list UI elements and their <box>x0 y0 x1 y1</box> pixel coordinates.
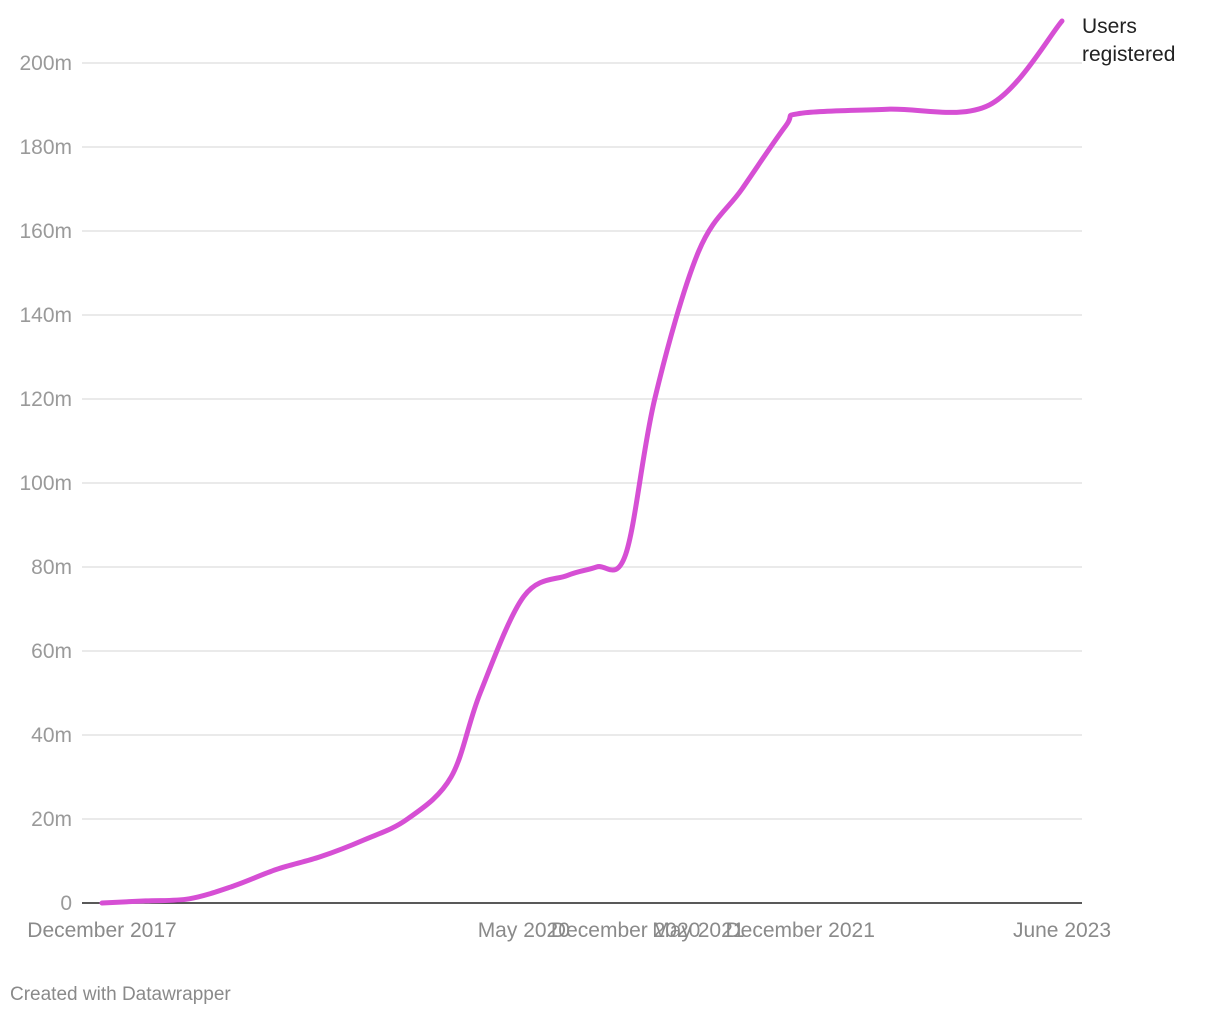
y-tick-label: 60m <box>31 640 72 663</box>
y-tick-label: 140m <box>19 304 72 327</box>
series-label-line: Users <box>1082 15 1137 38</box>
y-tick-label: 0 <box>60 892 72 915</box>
x-tick-label: December 2020 <box>551 919 700 942</box>
y-tick-label: 20m <box>31 808 72 831</box>
series-line-users-registered <box>99 18 1065 906</box>
y-tick-label: 100m <box>19 472 72 495</box>
y-tick-label: 120m <box>19 388 72 411</box>
y-tick-label: 180m <box>19 136 72 159</box>
x-tick-label: May 2021 <box>652 919 744 942</box>
y-tick-label: 200m <box>19 52 72 75</box>
series-group <box>99 18 1065 906</box>
x-tick-label: June 2023 <box>1013 919 1111 942</box>
line-chart: 0 20m 40m 60m 80m 100m 120m 140m 160m 180m 200m De… <box>19 15 1175 942</box>
x-tick-label: December 2017 <box>27 919 176 942</box>
gridlines <box>82 62 1082 820</box>
series-label-line: registered <box>1082 43 1175 66</box>
x-tick-label: May 2020 <box>478 919 570 942</box>
y-axis-labels: 0 20m 40m 60m 80m 100m 120m 140m 160m 180m 200m <box>19 52 72 915</box>
y-tick-label: 40m <box>31 724 72 747</box>
y-tick-label: 80m <box>31 556 72 579</box>
x-tick-label: December 2021 <box>725 919 874 942</box>
series-label: Users registered <box>1082 15 1175 66</box>
y-tick-label: 160m <box>19 220 72 243</box>
footer-credit: Created with Datawrapper <box>10 984 231 1005</box>
